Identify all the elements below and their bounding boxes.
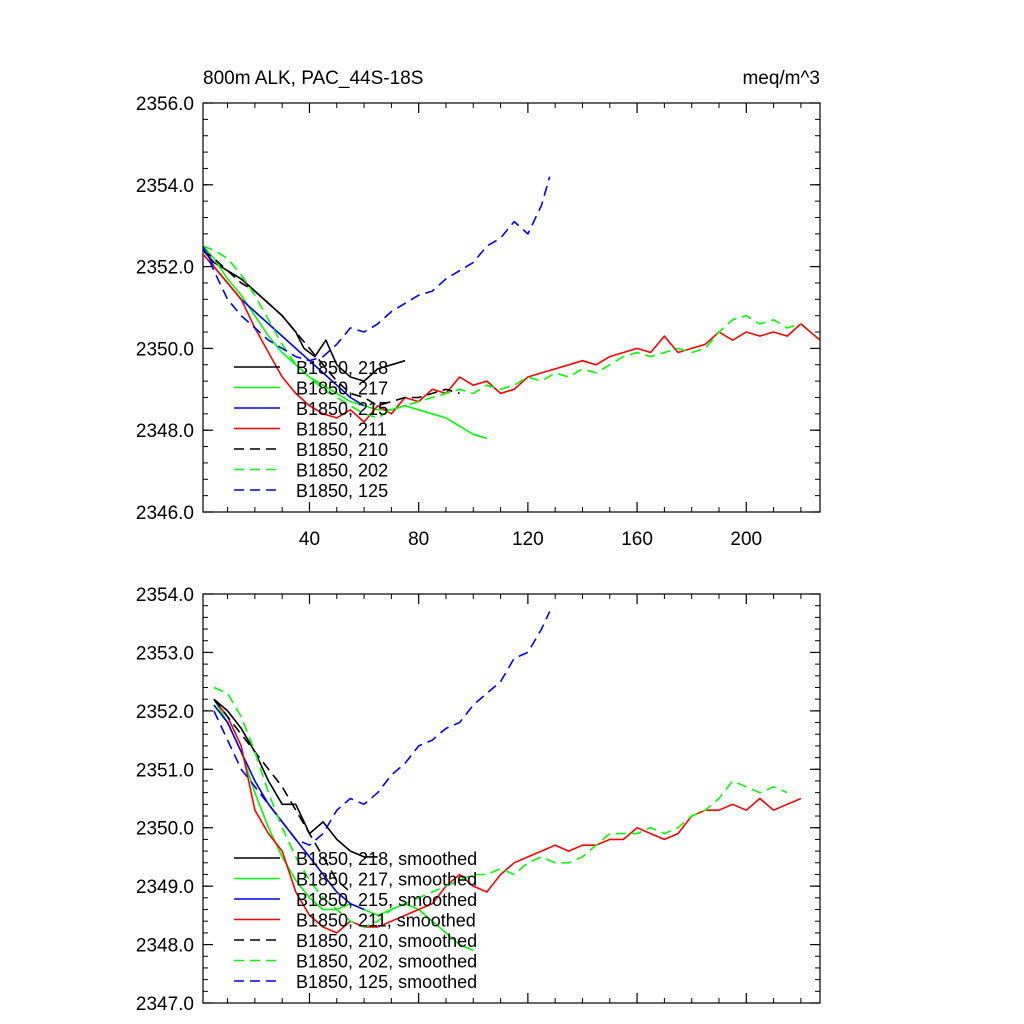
y-tick-label: 2351.0	[136, 760, 194, 781]
y-tick-label: 2348.0	[136, 421, 194, 442]
chart-title: 800m ALK, PAC_44S-18S	[203, 68, 423, 89]
legend-label: B1850, 210	[296, 440, 388, 460]
y-tick-label: 2354.0	[136, 585, 194, 606]
series-line-b1850-218	[203, 249, 406, 382]
series-line-b1850-211	[203, 253, 820, 423]
y-tick-label: 2349.0	[136, 877, 194, 898]
y-tick-label: 2352.0	[136, 258, 194, 279]
series-line-b1850-202	[203, 245, 802, 419]
legend-label: B1850, 215, smoothed	[296, 890, 477, 910]
y-tick-label: 2348.0	[136, 936, 194, 957]
y-tick-label: 2347.0	[136, 994, 194, 1015]
x-tick-label: 160	[621, 529, 653, 550]
y-tick-label: 2350.0	[136, 339, 194, 360]
series-line-b1850-125-smoothed	[213, 611, 551, 846]
legend-label: B1850, 218	[296, 358, 388, 378]
legend-label: B1850, 210, smoothed	[296, 931, 477, 951]
legend-label: B1850, 125	[296, 481, 388, 501]
legend-label: B1850, 202	[296, 461, 388, 481]
series-line-b1850-217-smoothed	[213, 698, 474, 952]
chart-units: meq/m^3	[742, 68, 820, 89]
top-panel: 2346.0 2348.0 2350.0 2352.0 2354.0 2356.0 40 80…	[136, 94, 821, 550]
y-tick-label: 2346.0	[136, 503, 194, 524]
x-tick-label: 120	[512, 529, 544, 550]
x-tick-label: 80	[408, 529, 429, 550]
legend-label: B1850, 211	[296, 420, 387, 440]
legend-label: B1850, 218, smoothed	[296, 849, 477, 869]
y-tick-label: 2353.0	[136, 643, 194, 664]
x-tick-label: 200	[730, 529, 762, 550]
legend-label: B1850, 211, smoothed	[296, 911, 476, 931]
legend-label: B1850, 217, smoothed	[296, 870, 477, 890]
series-line-b1850-215-smoothed	[213, 704, 365, 911]
legend-label: B1850, 202, smoothed	[296, 952, 477, 972]
plot-frame	[202, 593, 821, 1004]
plot-frame	[202, 102, 821, 513]
legend-label: B1850, 217	[296, 379, 388, 399]
series-line-b1850-210	[203, 249, 460, 407]
series-line-b1850-125	[203, 176, 551, 362]
legend-label: B1850, 215	[296, 399, 388, 419]
legend-label: B1850, 125, smoothed	[296, 972, 477, 992]
y-tick-label: 2350.0	[136, 819, 194, 840]
y-tick-label: 2354.0	[136, 176, 194, 197]
series-line-b1850-218-smoothed	[213, 698, 378, 858]
series-line-b1850-202-smoothed	[213, 686, 788, 928]
series-line-b1850-210-smoothed	[213, 698, 351, 893]
x-tick-label: 40	[299, 529, 320, 550]
y-tick-label: 2356.0	[136, 94, 194, 115]
y-tick-label: 2352.0	[136, 702, 194, 723]
bottom-panel: 2347.0 2348.0 2349.0 2350.0 2351.0 2352.0 2353…	[136, 585, 821, 1015]
